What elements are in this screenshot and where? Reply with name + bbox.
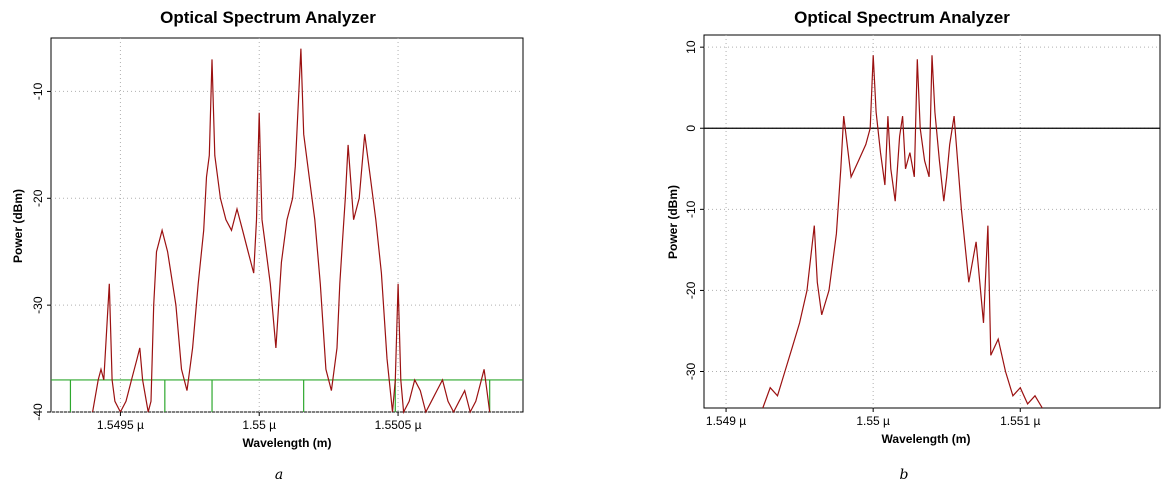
chart-a-x-ticks: 1.5495 µ 1.55 µ 1.5505 µ (97, 412, 422, 432)
chart-b-y-ticks: 10 0 -10 -20 -30 (684, 40, 704, 380)
b-x-tick-label: 1.55 µ (856, 414, 890, 428)
b-y-tick-label: -10 (684, 200, 698, 218)
a-x-tick-label: 1.55 µ (242, 418, 276, 432)
chart-b-title: Optical Spectrum Analyzer (794, 8, 1010, 27)
chart-b-y-axis-label: Power (dBm) (666, 185, 680, 259)
a-y-tick-label: -40 (31, 403, 45, 421)
chart-a-title: Optical Spectrum Analyzer (160, 8, 376, 27)
chart-a: Optical Spectrum Analyzer -10 -20 -30 -40 1… (11, 8, 524, 483)
a-x-tick-label: 1.5505 µ (375, 418, 422, 432)
b-x-tick-label: 1.549 µ (706, 414, 746, 428)
b-x-tick-label: 1.551 µ (1000, 414, 1040, 428)
b-y-tick-label: 0 (684, 125, 698, 132)
chart-b-series-line (762, 55, 1043, 409)
chart-b-caption: b (900, 467, 909, 483)
chart-b-panel: Optical Spectrum Analyzer 10 0 -10 -20 -30 1… (640, 0, 1162, 491)
chart-a-y-axis-label: Power (dBm) (11, 189, 25, 263)
chart-a-caption: a (275, 467, 283, 483)
chart-b-plot-area (703, 34, 1161, 409)
a-y-tick-label: -30 (31, 296, 45, 314)
chart-b: Optical Spectrum Analyzer 10 0 -10 -20 -30 1… (666, 8, 1161, 483)
chart-b-x-axis-label: Wavelength (m) (882, 432, 971, 446)
chart-b-x-ticks: 1.549 µ 1.55 µ 1.551 µ (706, 408, 1040, 428)
b-y-tick-label: -30 (684, 363, 698, 381)
chart-a-plot-area (50, 37, 524, 413)
chart-a-series-line (92, 48, 491, 415)
chart-a-y-ticks: -10 -20 -30 -40 (31, 82, 51, 421)
a-x-tick-label: 1.5495 µ (97, 418, 144, 432)
b-y-tick-label: -20 (684, 281, 698, 299)
b-y-tick-label: 10 (684, 40, 698, 54)
a-y-tick-label: -20 (31, 189, 45, 207)
chart-a-x-axis-label: Wavelength (m) (243, 436, 332, 450)
a-y-tick-label: -10 (31, 82, 45, 100)
chart-a-markers (51, 379, 523, 412)
chart-a-grid (51, 38, 523, 413)
chart-a-panel: Optical Spectrum Analyzer -10 -20 -30 -40 1… (0, 0, 560, 491)
